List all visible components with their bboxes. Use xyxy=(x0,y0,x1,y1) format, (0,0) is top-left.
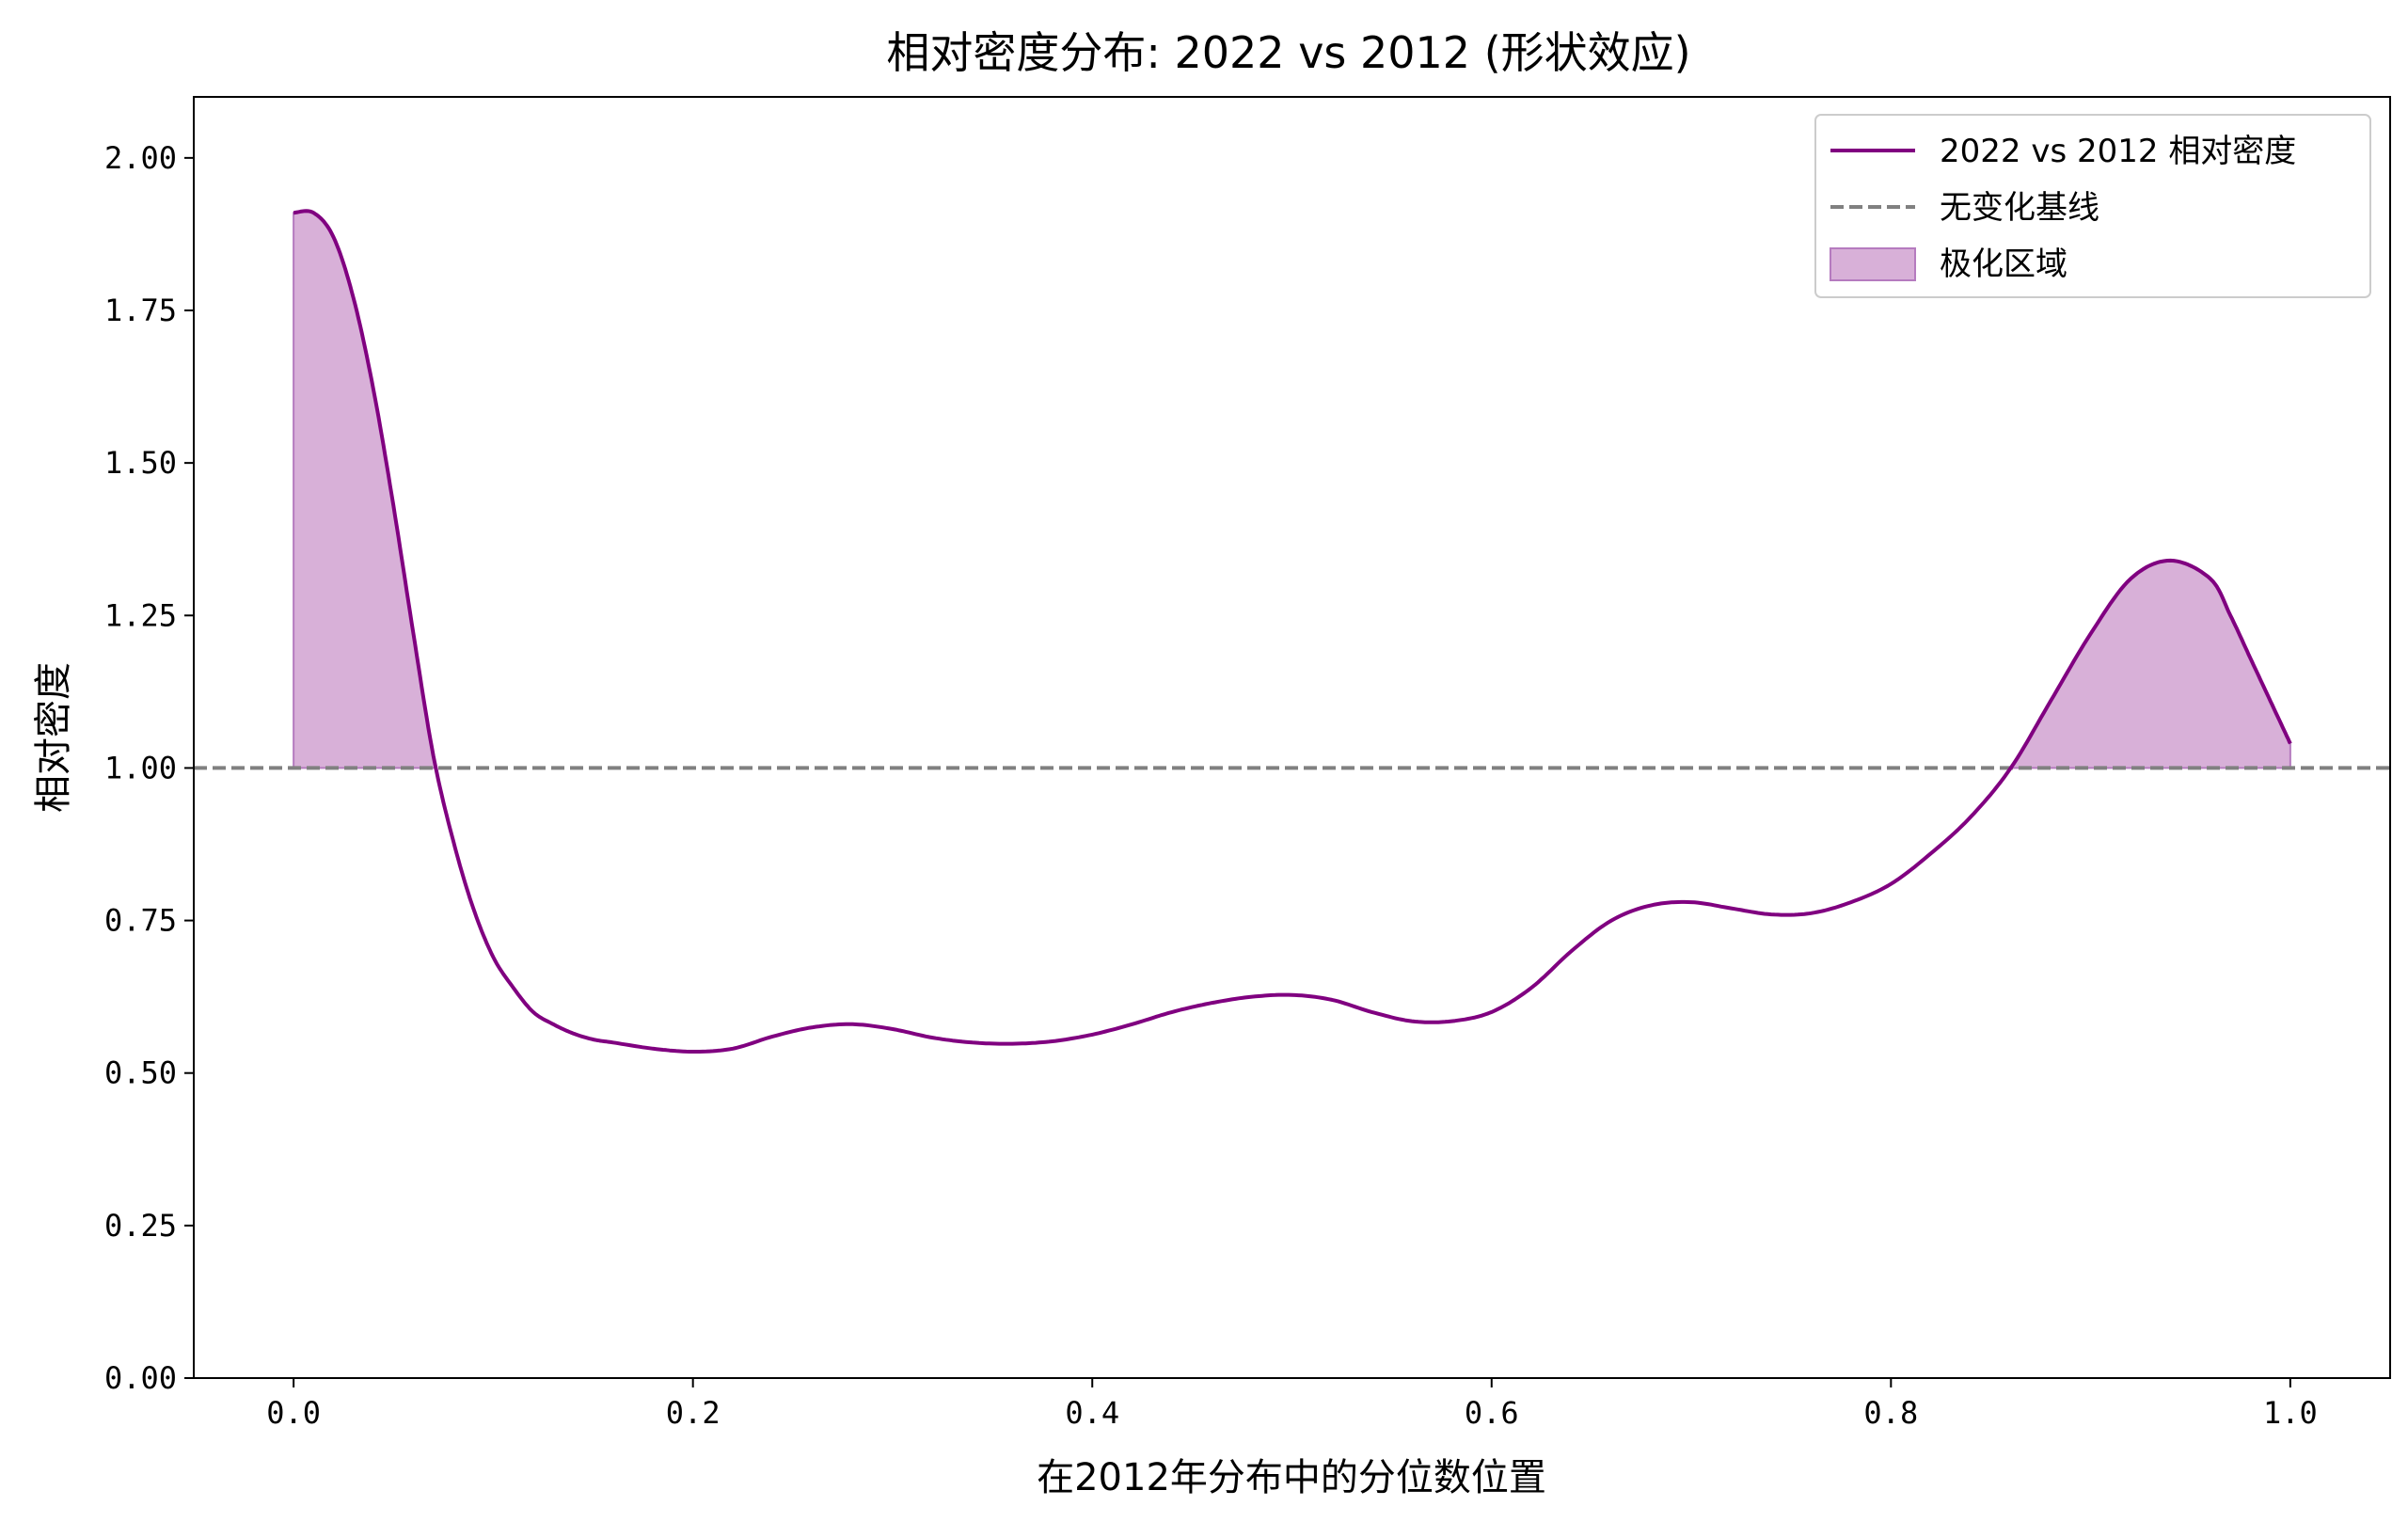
y-tick-label: 2.00 xyxy=(104,140,177,176)
y-tick-label: 1.50 xyxy=(104,445,177,481)
y-tick-label: 1.75 xyxy=(104,293,177,328)
y-tick-label: 0.25 xyxy=(104,1208,177,1244)
legend-baseline-label: 无变化基线 xyxy=(1940,189,2099,227)
legend: 2022 vs 2012 相对密度 无变化基线 极化区域 xyxy=(1814,114,2371,298)
y-tick-label: 0.75 xyxy=(104,903,177,939)
x-tick-label: 1.0 xyxy=(2263,1395,2318,1431)
y-tick-label: 0.00 xyxy=(104,1360,177,1396)
y-tick-label: 1.00 xyxy=(104,750,177,785)
relative-density-line xyxy=(293,209,2292,1054)
legend-frame xyxy=(1814,114,2371,298)
y-tick-label: 1.25 xyxy=(104,597,177,633)
x-tick-label: 0.0 xyxy=(266,1395,321,1431)
legend-series-label: 2022 vs 2012 相对密度 xyxy=(1940,133,2296,170)
plot-frame xyxy=(193,96,2391,1379)
y-tick-label: 0.50 xyxy=(104,1055,177,1091)
x-tick-label: 0.4 xyxy=(1065,1395,1119,1431)
x-tick-label: 0.2 xyxy=(666,1395,721,1431)
x-axis-label: 在2012年分布中的分位数位置 xyxy=(1037,1456,1546,1499)
y-axis-label: 相对密度 xyxy=(32,662,75,813)
legend-fill-label: 极化区域 xyxy=(1940,246,2067,283)
chart-title: 相对密度分布: 2022 vs 2012 (形状效应) xyxy=(886,27,1690,78)
x-tick-label: 0.6 xyxy=(1465,1395,1519,1431)
legend-fill-swatch xyxy=(1830,247,1916,281)
x-tick-label: 0.8 xyxy=(1863,1395,1918,1431)
